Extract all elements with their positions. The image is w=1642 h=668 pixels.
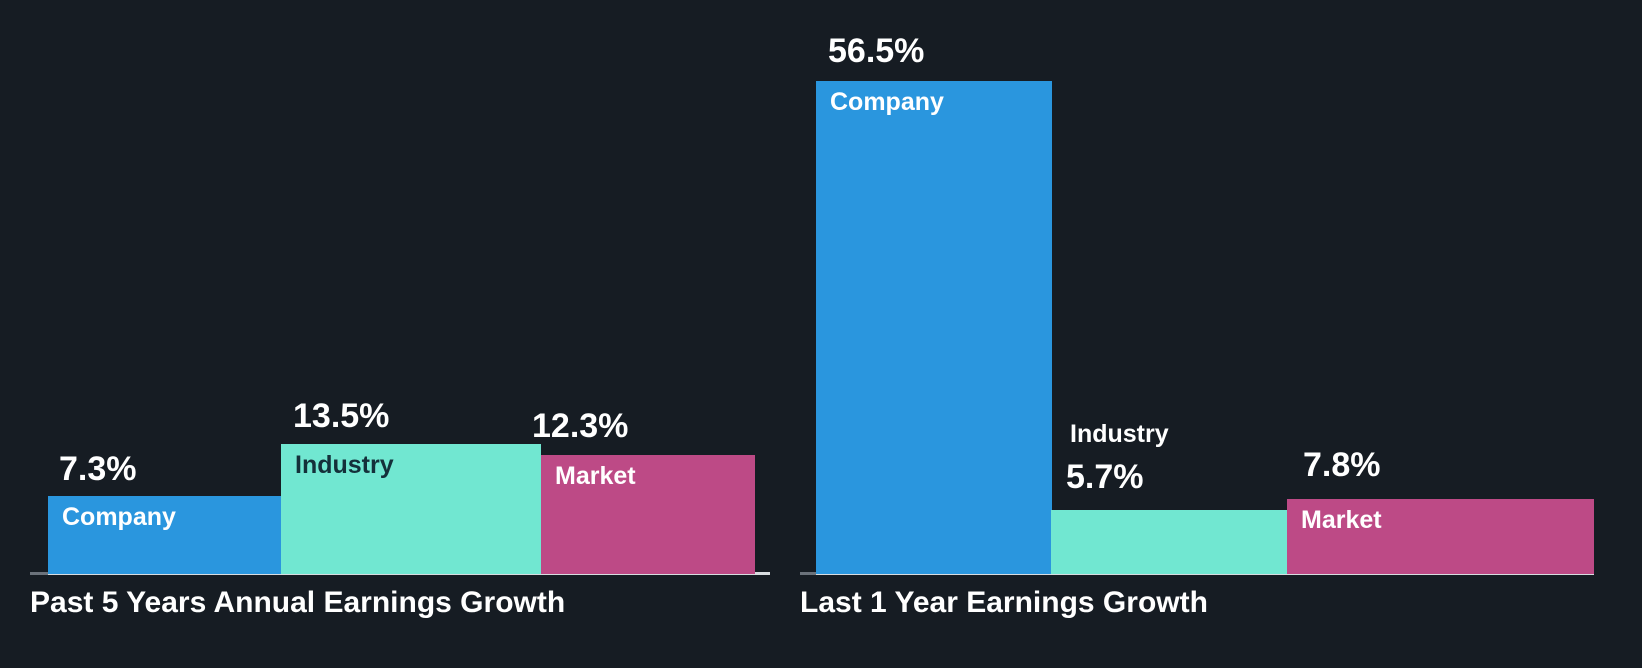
axis-line-stub-left	[30, 572, 48, 575]
bar-market-left[interactable]: Market	[541, 455, 755, 574]
bar-company-right[interactable]: Company	[816, 81, 1052, 574]
bar-industry-right[interactable]	[1051, 510, 1287, 574]
bar-label-industry-right: Industry	[1070, 420, 1169, 448]
chart-caption-left: Past 5 Years Annual Earnings Growth	[30, 586, 566, 619]
value-label-company-right: 56.5%	[828, 32, 925, 70]
plot-area-left: 7.3% Company 13.5% Industry 12.3% Market	[0, 0, 790, 575]
chart-caption-right: Last 1 Year Earnings Growth	[800, 586, 1208, 619]
bar-label-market-left: Market	[555, 462, 636, 490]
value-label-industry-left: 13.5%	[293, 397, 390, 435]
value-label-company-left: 7.3%	[59, 450, 137, 488]
axis-line-stub-right	[800, 572, 816, 575]
bar-label-company-right: Company	[830, 88, 944, 116]
bar-label-industry-left: Industry	[295, 451, 394, 479]
value-label-market-right: 7.8%	[1303, 446, 1381, 484]
bar-industry-left[interactable]: Industry	[281, 444, 541, 574]
chart-last-1-year-earnings-growth: 56.5% Company Industry 5.7% 7.8% Market …	[790, 0, 1642, 668]
value-label-market-left: 12.3%	[532, 407, 629, 445]
bar-label-market-right: Market	[1301, 506, 1382, 534]
value-label-industry-right: 5.7%	[1066, 458, 1144, 496]
bar-company-left[interactable]: Company	[48, 496, 281, 574]
plot-area-right: 56.5% Company Industry 5.7% 7.8% Market	[790, 0, 1642, 575]
bar-label-company-left: Company	[62, 503, 176, 531]
bar-market-right[interactable]: Market	[1287, 499, 1594, 574]
chart-past-5-years-annual-earnings-growth: 7.3% Company 13.5% Industry 12.3% Market…	[0, 0, 790, 668]
